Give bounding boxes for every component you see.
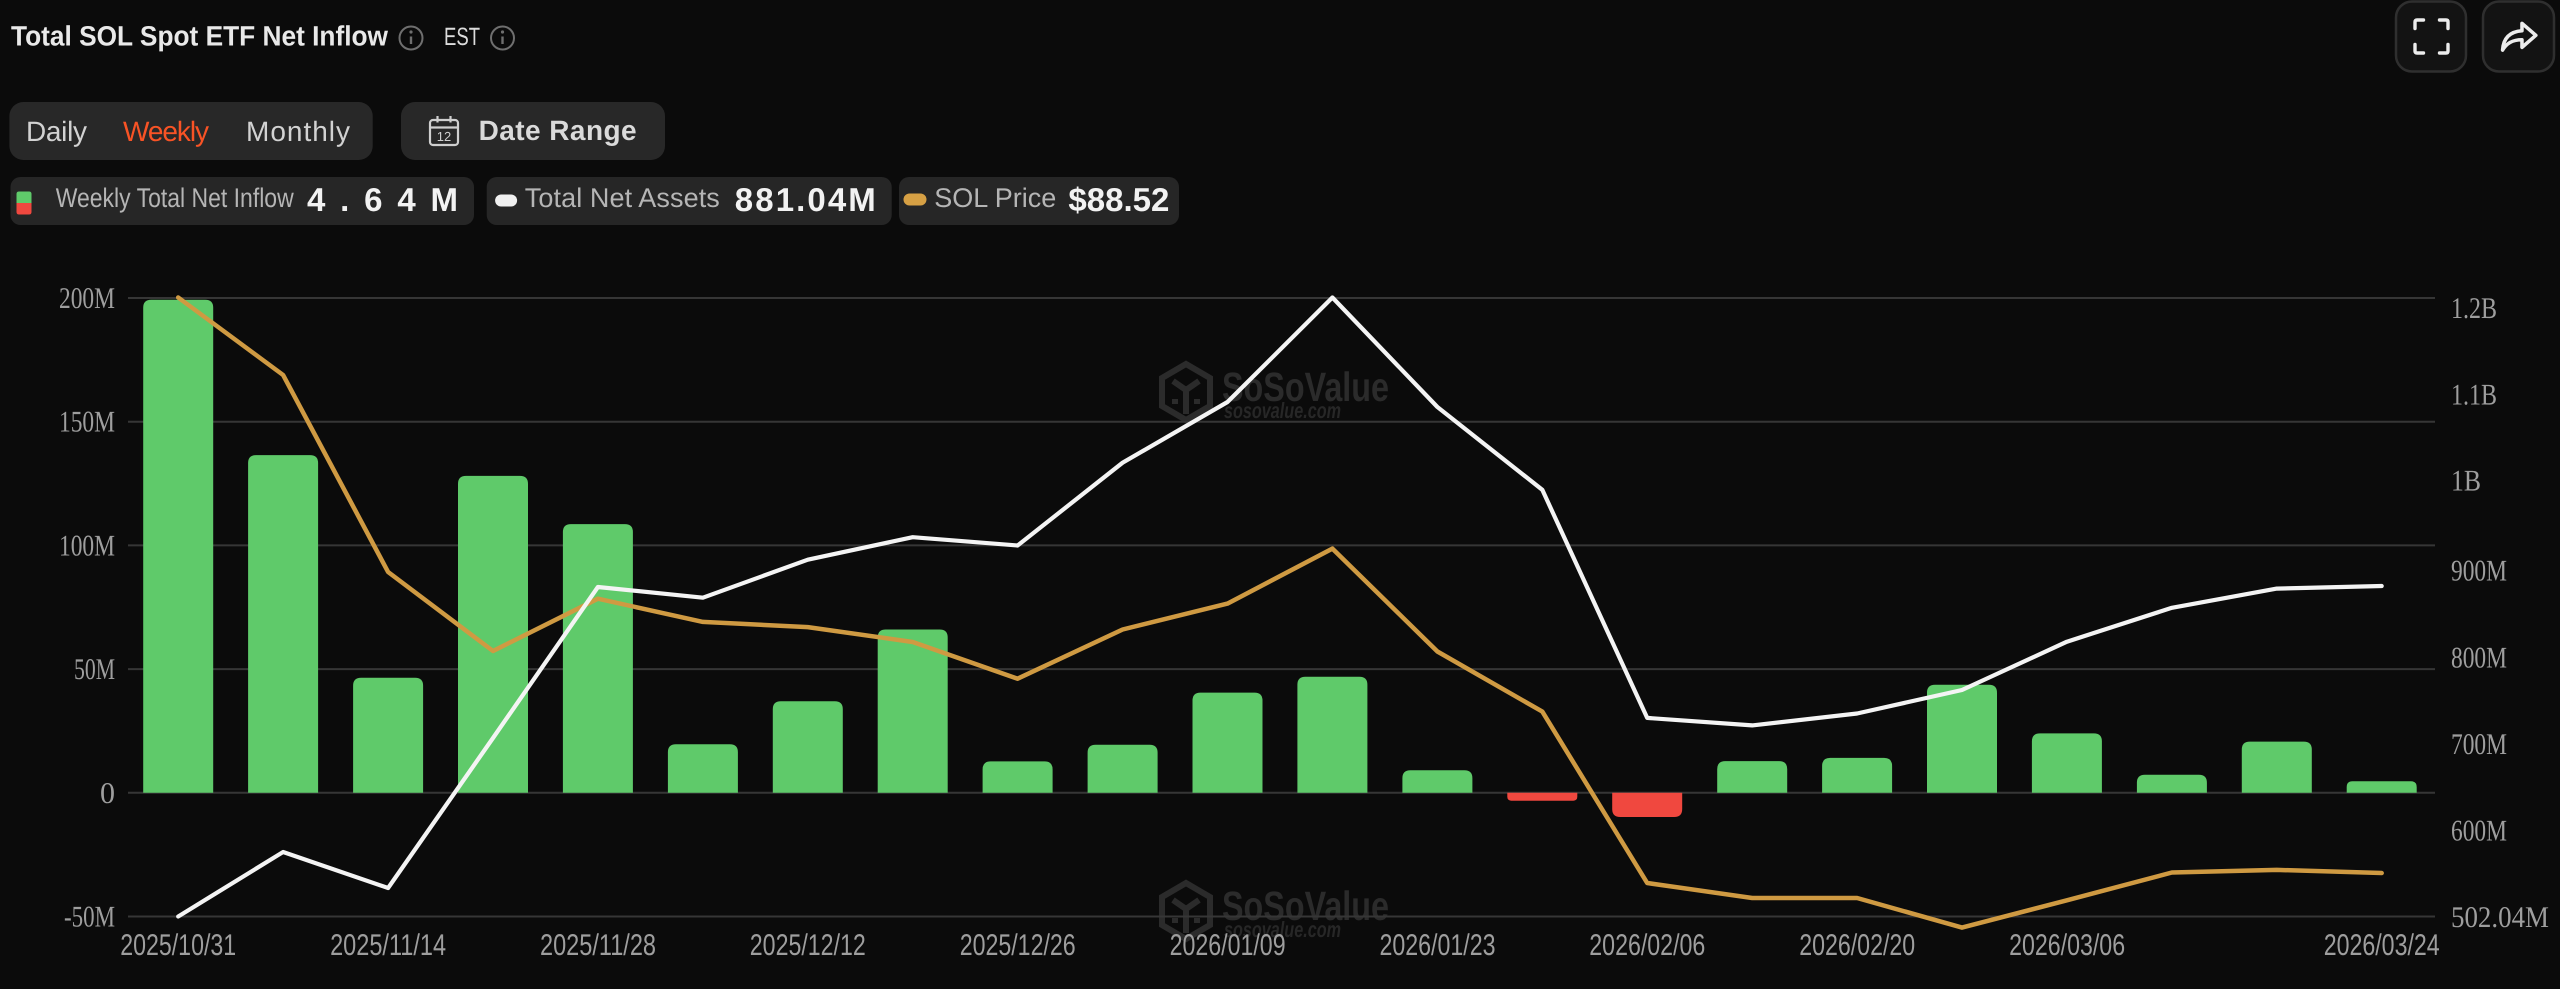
svg-text:2026/02/20: 2026/02/20	[1799, 929, 1915, 962]
svg-text:sosovalue.com: sosovalue.com	[1224, 917, 1341, 942]
svg-text:Date Range: Date Range	[479, 115, 637, 146]
svg-text:Total SOL Spot ETF Net Inflow: Total SOL Spot ETF Net Inflow	[11, 21, 388, 52]
svg-text:2025/12/26: 2025/12/26	[960, 929, 1076, 962]
svg-text:100M: 100M	[59, 529, 115, 562]
svg-text:881.04M: 881.04M	[735, 181, 876, 218]
svg-text:1.2B: 1.2B	[2451, 292, 2497, 325]
svg-text:-50M: -50M	[64, 901, 115, 934]
svg-text:150M: 150M	[59, 406, 115, 439]
svg-text:EST: EST	[444, 23, 480, 51]
svg-text:SOL Price: SOL Price	[934, 183, 1056, 213]
svg-text:0: 0	[100, 777, 115, 810]
svg-text:1.1B: 1.1B	[2451, 379, 2497, 412]
svg-text:1B: 1B	[2451, 465, 2481, 498]
svg-text:2026/01/09: 2026/01/09	[1170, 929, 1286, 962]
svg-text:Monthly: Monthly	[246, 116, 350, 147]
svg-text:2025/10/31: 2025/10/31	[120, 929, 236, 962]
svg-text:SoSoValue: SoSoValue	[1222, 883, 1389, 929]
svg-text:2025/12/12: 2025/12/12	[750, 929, 866, 962]
svg-text:SoSoValue: SoSoValue	[1222, 364, 1389, 410]
svg-text:2026/03/06: 2026/03/06	[2009, 929, 2125, 962]
svg-text:900M: 900M	[2451, 555, 2507, 588]
svg-text:2025/11/28: 2025/11/28	[540, 929, 656, 962]
svg-text:700M: 700M	[2451, 728, 2507, 761]
svg-text:sosovalue.com: sosovalue.com	[1224, 398, 1341, 423]
svg-text:$88.52: $88.52	[1068, 181, 1169, 218]
svg-text:2025/11/14: 2025/11/14	[330, 929, 446, 962]
svg-text:50M: 50M	[74, 653, 115, 686]
svg-text:Daily: Daily	[26, 116, 87, 147]
svg-text:2026/03/24: 2026/03/24	[2324, 929, 2440, 962]
svg-text:Weekly Total Net Inflow: Weekly Total Net Inflow	[56, 183, 294, 213]
svg-text:Total Net Assets: Total Net Assets	[525, 183, 720, 213]
svg-text:800M: 800M	[2451, 641, 2507, 674]
svg-text:200M: 200M	[59, 282, 115, 315]
svg-text:2026/01/23: 2026/01/23	[1380, 929, 1496, 962]
svg-text:Weekly: Weekly	[123, 116, 209, 147]
svg-text:502.04M: 502.04M	[2451, 901, 2549, 934]
svg-text:600M: 600M	[2451, 814, 2507, 847]
svg-text:12: 12	[437, 129, 451, 144]
svg-text:2026/02/06: 2026/02/06	[1589, 929, 1705, 962]
